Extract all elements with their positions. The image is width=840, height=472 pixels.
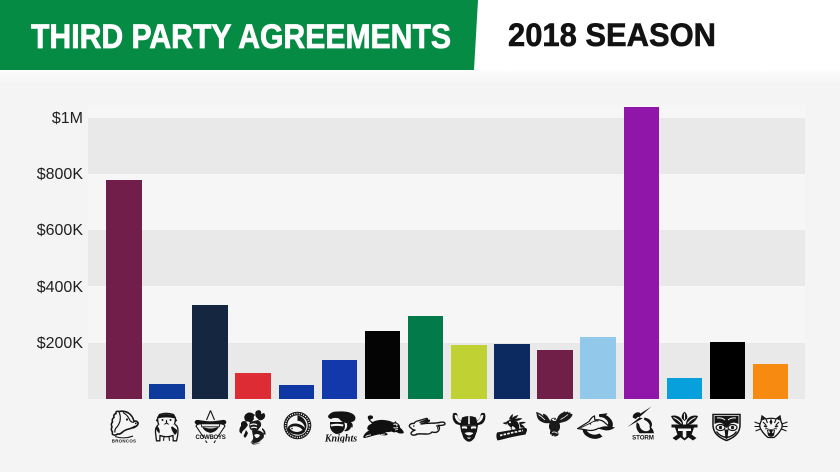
svg-text:Knights: Knights <box>324 434 357 444</box>
svg-text:COWBOYS: COWBOYS <box>196 434 227 441</box>
svg-text:2018 SEASON: 2018 SEASON <box>508 17 716 53</box>
svg-text:BRONCOS: BRONCOS <box>112 439 137 444</box>
svg-text:STORM: STORM <box>632 435 654 441</box>
svg-text:THIRD PARTY AGREEMENTS: THIRD PARTY AGREEMENTS <box>31 18 451 56</box>
